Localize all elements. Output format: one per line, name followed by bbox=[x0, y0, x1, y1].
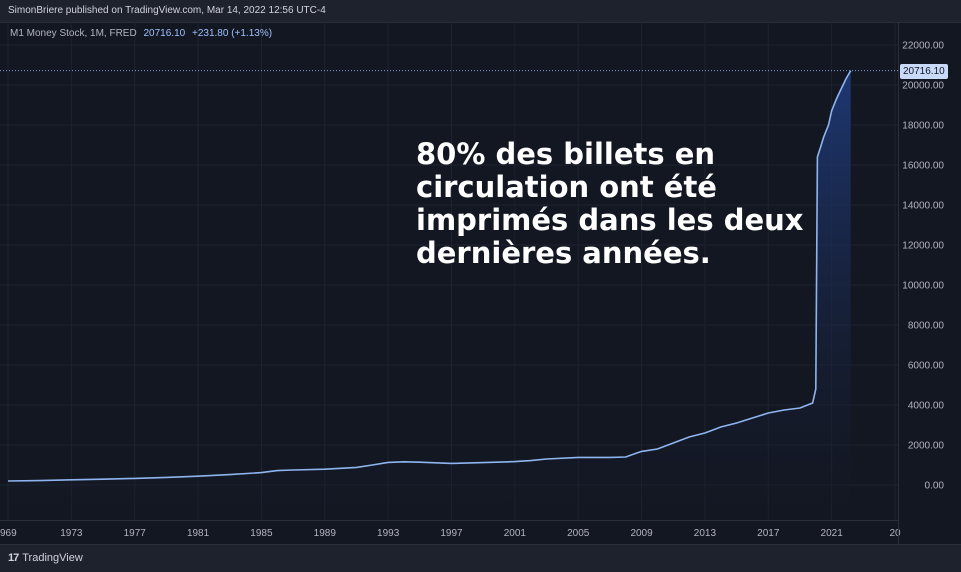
y-tick-label: 14000.00 bbox=[902, 201, 944, 212]
x-tick-label: 1973 bbox=[60, 528, 83, 539]
y-tick-label: 18000.00 bbox=[902, 121, 944, 132]
x-tick-label: 2017 bbox=[757, 528, 780, 539]
y-tick-label: 4000.00 bbox=[908, 401, 945, 412]
x-tick-label: 969 bbox=[0, 528, 17, 539]
y-tick-label: 10000.00 bbox=[902, 281, 944, 292]
tradingview-logo-icon: 17 bbox=[8, 552, 19, 564]
x-tick-label: 2005 bbox=[567, 528, 590, 539]
legend-last-value: 20716.10 bbox=[143, 28, 186, 39]
bottom-bar: 17 TradingView bbox=[0, 544, 961, 572]
x-axis-border bbox=[0, 520, 899, 521]
series-area bbox=[8, 70, 851, 520]
x-tick-label: 20 bbox=[889, 528, 901, 539]
last-price-label: 20716.10 bbox=[900, 64, 948, 79]
y-tick-label: 6000.00 bbox=[908, 361, 945, 372]
legend-change: +231.80 (+1.13%) bbox=[191, 28, 273, 39]
y-tick-label: 0.00 bbox=[925, 481, 945, 492]
top-bar: SimonBriere published on TradingView.com… bbox=[0, 0, 961, 23]
x-tick-label: 2009 bbox=[630, 528, 653, 539]
x-tick-label: 1997 bbox=[440, 528, 463, 539]
y-tick-label: 12000.00 bbox=[902, 241, 944, 252]
y-axis: 22000.00 20000.00 18000.00 16000.00 14000.00… bbox=[902, 41, 944, 492]
y-tick-label: 16000.00 bbox=[902, 161, 944, 172]
publisher-text: SimonBriere published on TradingView.com… bbox=[8, 5, 326, 16]
x-tick-label: 1981 bbox=[187, 528, 210, 539]
series-legend[interactable]: M1 Money Stock, 1M, FRED 20716.10 +231.8… bbox=[10, 28, 272, 39]
x-tick-label: 1985 bbox=[250, 528, 273, 539]
y-tick-label: 8000.00 bbox=[908, 321, 945, 332]
tradingview-logo-text: TradingView bbox=[22, 552, 83, 564]
x-tick-label: 1989 bbox=[314, 528, 337, 539]
x-tick-label: 1977 bbox=[124, 528, 147, 539]
x-axis: 969 1973 1977 1981 1985 1989 1993 1997 2001 2005 2… bbox=[0, 528, 901, 539]
x-tick-label: 2001 bbox=[504, 528, 527, 539]
tradingview-logo[interactable]: 17 TradingView bbox=[8, 552, 83, 564]
y-axis-border bbox=[898, 22, 899, 544]
x-tick-label: 2021 bbox=[821, 528, 844, 539]
chart-canvas[interactable]: 22000.00 20000.00 18000.00 16000.00 14000.00… bbox=[0, 22, 961, 544]
chart-annotation: 80% des billets en circulation ont été i… bbox=[416, 137, 804, 270]
x-tick-label: 1993 bbox=[377, 528, 400, 539]
legend-symbol: M1 Money Stock, 1M, FRED bbox=[10, 28, 137, 39]
y-tick-label: 22000.00 bbox=[902, 41, 944, 52]
x-tick-label: 2013 bbox=[694, 528, 717, 539]
series-line bbox=[7, 70, 852, 482]
y-tick-label: 20000.00 bbox=[902, 81, 944, 92]
y-tick-label: 2000.00 bbox=[908, 441, 945, 452]
